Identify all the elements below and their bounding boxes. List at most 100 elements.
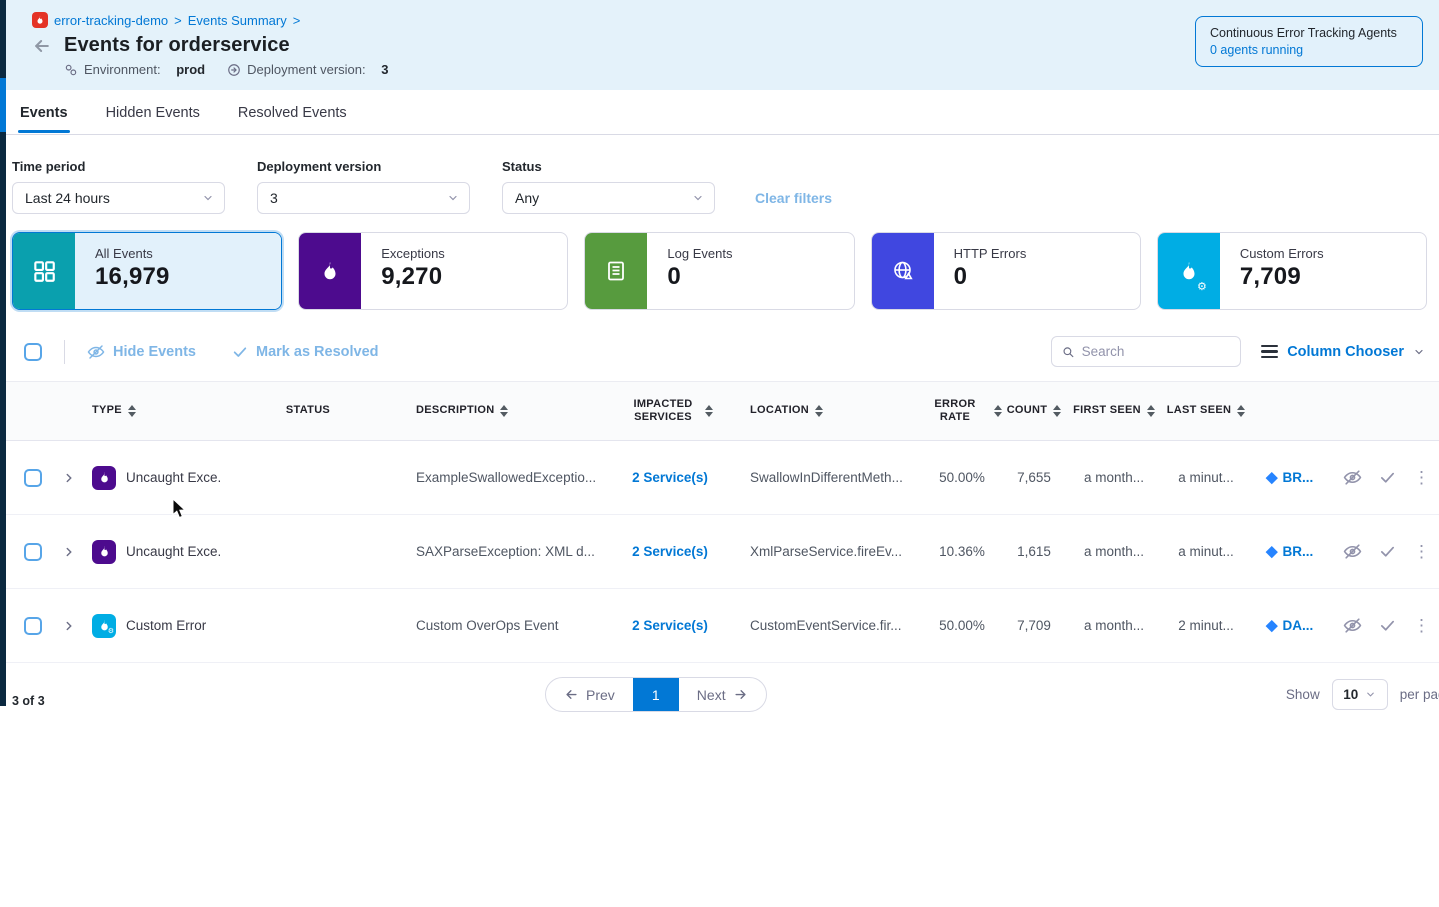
column-header-description[interactable]: DESCRIPTION — [394, 404, 614, 417]
breadcrumb: error-tracking-demo > Events Summary > — [32, 12, 1423, 28]
custom-errors-card[interactable]: ⚙ Custom Errors 7,709 — [1156, 232, 1428, 310]
breadcrumb-section-link[interactable]: Events Summary — [187, 12, 287, 28]
arrow-left-icon — [566, 690, 577, 699]
tab-events[interactable]: Events — [18, 92, 70, 133]
chevron-down-icon — [447, 192, 459, 204]
column-chooser-button[interactable]: Column Chooser — [1261, 344, 1425, 360]
sort-icon — [1146, 405, 1155, 417]
resolve-event-icon[interactable] — [1379, 469, 1396, 486]
card-value: 0 — [667, 263, 681, 290]
mark-resolved-button[interactable]: Mark as Resolved — [232, 344, 379, 360]
resolve-event-icon[interactable] — [1379, 617, 1396, 634]
impacted-services-link[interactable]: 2 Service(s) — [632, 544, 708, 559]
description-cell: ExampleSwallowedExceptio... — [416, 470, 597, 485]
row-menu-icon[interactable]: ⋮ — [1413, 541, 1430, 561]
environment-icon — [65, 64, 77, 75]
last-seen-cell: a minut... — [1178, 544, 1234, 559]
page-number-button[interactable]: 1 — [632, 678, 679, 711]
description-cell: SAXParseException: XML d... — [416, 544, 595, 559]
jira-icon: ◆ — [1266, 617, 1278, 634]
resolve-event-icon[interactable] — [1379, 543, 1396, 560]
column-header-status[interactable]: STATUS — [285, 404, 331, 417]
deployment-version-filter: Deployment version 3 — [257, 159, 470, 214]
expand-row-icon[interactable] — [58, 471, 92, 485]
sort-icon — [1237, 405, 1246, 417]
breadcrumb-separator: > — [292, 12, 301, 28]
summary-cards: All Events 16,979 Exceptions 9,270 Log E… — [0, 218, 1439, 310]
deployment-value: 3 — [381, 62, 389, 77]
tab-bar: Events Hidden Events Resolved Events — [0, 90, 1439, 135]
hide-event-icon[interactable] — [1343, 542, 1362, 561]
column-header-last-seen[interactable]: LAST SEEN — [1162, 404, 1250, 417]
column-header-type[interactable]: TYPE — [92, 404, 222, 417]
search-icon — [1063, 346, 1074, 357]
jira-ticket-link[interactable]: ◆ BR... — [1266, 543, 1314, 560]
gear-icon: ⚙ — [107, 627, 114, 635]
first-seen-cell: a month... — [1083, 618, 1145, 633]
tab-resolved-events[interactable]: Resolved Events — [237, 105, 347, 121]
next-page-button[interactable]: Next — [679, 678, 766, 711]
per-page-label: per page — [1399, 687, 1439, 702]
prev-page-button[interactable]: Prev — [546, 678, 633, 711]
select-all-checkbox[interactable] — [24, 342, 42, 361]
row-menu-icon[interactable]: ⋮ — [1413, 615, 1430, 635]
hide-event-icon[interactable] — [1343, 468, 1362, 487]
flame-icon — [100, 546, 108, 557]
event-type-cell: Uncaught Exce... — [92, 539, 222, 564]
row-checkbox[interactable] — [24, 468, 42, 487]
jira-ticket-link[interactable]: ◆ BR... — [1266, 469, 1314, 486]
card-label: HTTP Errors — [953, 246, 1027, 261]
exceptions-card[interactable]: Exceptions 9,270 — [298, 232, 569, 310]
card-value: 7,709 — [1239, 263, 1301, 290]
column-header-error-rate[interactable]: ERROR RATE — [922, 398, 1002, 424]
hide-event-icon[interactable] — [1343, 616, 1362, 635]
flame-gear-icon — [1183, 261, 1195, 280]
location-cell: XmlParseService.fireEv... — [750, 544, 903, 559]
clear-filters-button[interactable]: Clear filters — [755, 190, 833, 206]
http-errors-card[interactable]: HTTP Errors 0 — [870, 232, 1141, 310]
breadcrumb-project-link[interactable]: error-tracking-demo — [54, 12, 169, 28]
chevron-down-icon — [692, 192, 704, 204]
event-type-label: Uncaught Exce... — [126, 544, 222, 559]
agents-running-link[interactable]: 0 agents running — [1210, 43, 1304, 57]
last-seen-cell: 2 minut... — [1178, 618, 1234, 633]
row-checkbox[interactable] — [24, 542, 42, 561]
globe-icon — [893, 261, 913, 280]
time-period-select[interactable]: Last 24 hours — [12, 182, 225, 214]
tab-hidden-events[interactable]: Hidden Events — [105, 105, 200, 121]
back-arrow-icon[interactable] — [32, 36, 52, 56]
status-filter: Status Any — [502, 159, 715, 214]
sort-icon — [500, 405, 509, 417]
page-size-select[interactable]: 10 — [1331, 679, 1388, 710]
card-value: 9,270 — [381, 263, 443, 290]
log-events-card[interactable]: Log Events 0 — [584, 232, 855, 310]
page-title: Events for orderservice — [64, 34, 290, 56]
error-rate-cell: 50.00% — [939, 470, 985, 485]
hide-events-button[interactable]: Hide Events — [87, 343, 196, 361]
expand-row-icon[interactable] — [58, 545, 92, 559]
grid-icon — [34, 261, 55, 282]
agents-card-title: Continuous Error Tracking Agents — [1210, 26, 1397, 40]
deployment-version-select[interactable]: 3 — [257, 182, 470, 214]
description-cell: Custom OverOps Event — [416, 618, 559, 633]
status-select[interactable]: Any — [502, 182, 715, 214]
all-events-card[interactable]: All Events 16,979 — [12, 232, 283, 310]
jira-ticket-link[interactable]: ◆ DA... — [1266, 617, 1314, 634]
column-header-count[interactable]: COUNT — [1002, 404, 1066, 417]
column-header-first-seen[interactable]: FIRST SEEN — [1066, 404, 1162, 417]
column-header-location[interactable]: LOCATION — [726, 404, 922, 417]
card-label: Log Events — [667, 246, 733, 261]
event-row: Uncaught Exce... SAXParseException: XML … — [0, 515, 1439, 589]
expand-row-icon[interactable] — [58, 619, 92, 633]
search-input[interactable] — [1081, 344, 1231, 359]
flame-icon — [100, 472, 108, 483]
impacted-services-link[interactable]: 2 Service(s) — [632, 618, 708, 633]
table-header: TYPE STATUS DESCRIPTION IMPACTED SERVICE… — [0, 381, 1439, 441]
impacted-services-link[interactable]: 2 Service(s) — [632, 470, 708, 485]
row-menu-icon[interactable]: ⋮ — [1413, 467, 1430, 487]
card-value: 16,979 — [95, 263, 170, 290]
show-label: Show — [1285, 687, 1320, 702]
row-checkbox[interactable] — [24, 616, 42, 635]
column-header-impacted-services[interactable]: IMPACTED SERVICES — [614, 398, 726, 424]
deployment-meta: Deployment version: 3 — [227, 62, 388, 77]
